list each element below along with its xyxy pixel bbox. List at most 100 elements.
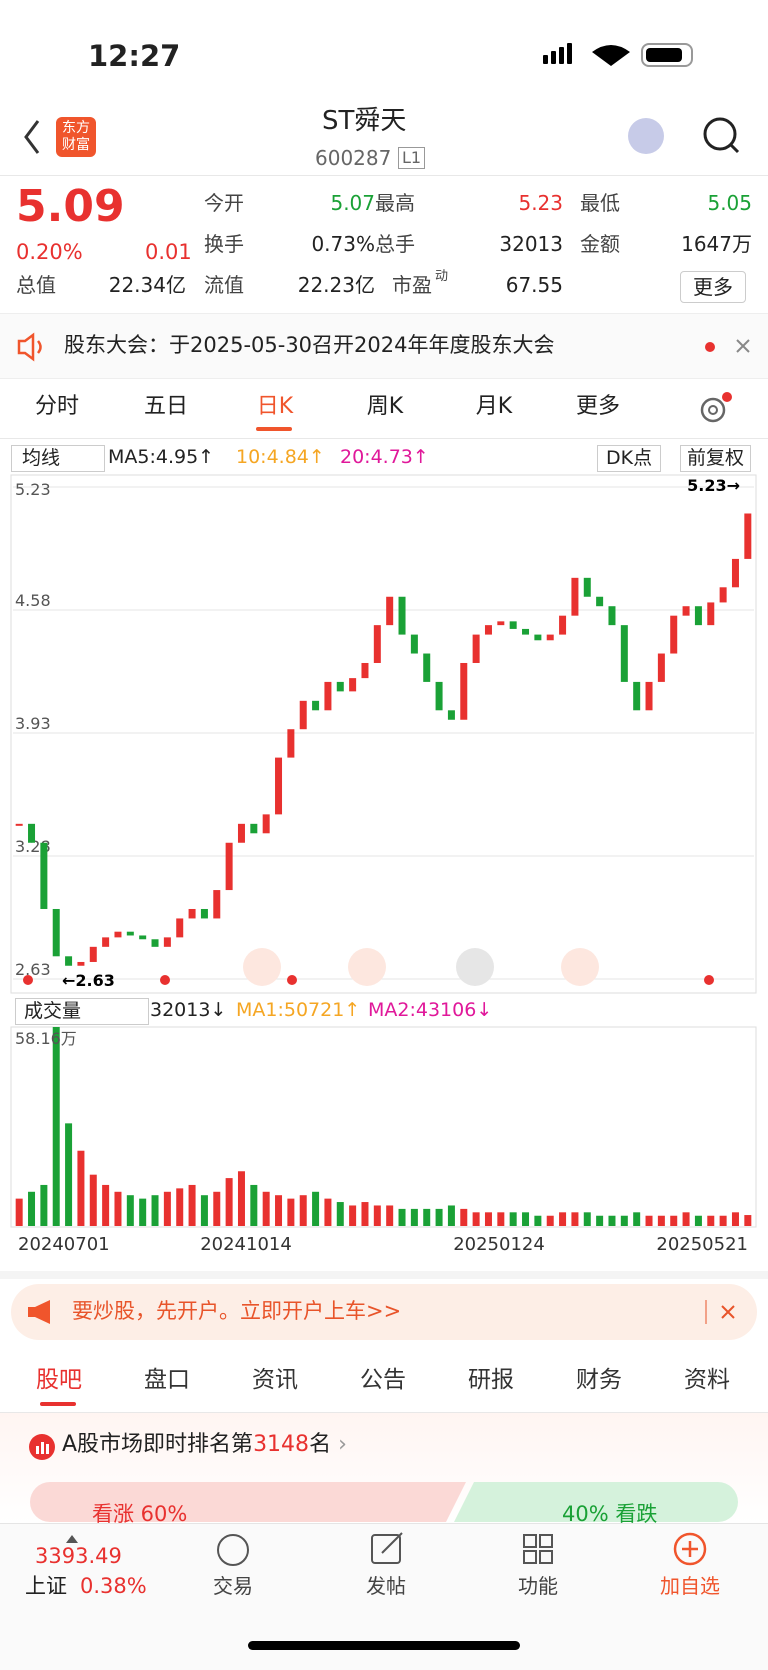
chart-tab[interactable]: 五日: [143, 394, 188, 419]
volume-bar: [15, 1198, 23, 1226]
volume-bar: [361, 1202, 369, 1226]
volume-bar: [596, 1215, 604, 1226]
chart-tab[interactable]: 月K: [475, 394, 513, 419]
candle: [373, 625, 381, 663]
notice: 股东大会：于2025-05-30召开2024年年度股东大会: [64, 333, 555, 357]
candle: [670, 615, 678, 654]
nav-item[interactable]: 加自选: [660, 1574, 720, 1598]
volume-bar: [28, 1191, 36, 1226]
candle: [114, 931, 122, 938]
nav-item[interactable]: 功能: [518, 1574, 558, 1598]
notice-close[interactable]: [700, 335, 760, 359]
nav-item[interactable]: 交易: [213, 1574, 253, 1598]
volume-bar: [633, 1212, 641, 1226]
back-and-logo[interactable]: [20, 115, 100, 160]
date-label: 20240701: [18, 1234, 110, 1255]
candle: [645, 681, 653, 711]
event-dot: [160, 975, 170, 985]
event-dot: [287, 975, 297, 985]
section-underline: [40, 1402, 76, 1406]
ad-banner[interactable]: [11, 1284, 757, 1340]
volume-bar: [312, 1191, 320, 1226]
sentiment-bar: [30, 1482, 738, 1522]
event-dot: [23, 975, 33, 985]
volume-bar: [52, 1027, 60, 1226]
volume-bar: [275, 1195, 283, 1226]
volume-bar: [250, 1184, 258, 1226]
index-value[interactable]: 3393.49: [35, 1544, 122, 1568]
candle: [583, 577, 591, 597]
header-icons[interactable]: [620, 110, 760, 160]
chart-tab[interactable]: 分时: [34, 394, 79, 419]
index-pct: 0.38%: [80, 1574, 147, 1598]
volume-bar: [731, 1212, 739, 1226]
candle: [28, 823, 36, 843]
volume-bar: [151, 1195, 159, 1226]
section-tab[interactable]: 财务: [576, 1367, 622, 1393]
volume-bar: [657, 1215, 665, 1226]
volume-bar: [423, 1208, 431, 1226]
more-button[interactable]: 更多: [680, 271, 746, 303]
volume-bar: [682, 1212, 690, 1226]
candle: [534, 634, 542, 641]
volume-bar: [398, 1208, 406, 1226]
dk-button[interactable]: DK点: [597, 445, 662, 472]
volume-bar: [670, 1215, 678, 1226]
candle: [484, 625, 492, 635]
volume-bar: [299, 1195, 307, 1226]
section-tab[interactable]: 公告: [360, 1367, 406, 1393]
stock-code: 600287: [315, 146, 392, 170]
ad-close[interactable]: [700, 1298, 750, 1326]
status-icons: [543, 43, 693, 67]
settings-icon[interactable]: [695, 392, 745, 428]
chart-tab[interactable]: 日K: [256, 394, 294, 419]
ma-selector[interactable]: 均线: [11, 445, 105, 472]
section-tab[interactable]: 资料: [684, 1367, 730, 1393]
section-tab[interactable]: 股吧: [36, 1367, 82, 1393]
candle: [522, 628, 530, 635]
candle: [225, 842, 233, 891]
logo: 东方财富: [62, 120, 90, 153]
candle: [40, 842, 48, 909]
chart-tab[interactable]: 周K: [366, 394, 404, 419]
ad-text: 要炒股，先开户。立即开户上车>>: [72, 1299, 402, 1323]
ma5: MA5:4.95↑: [108, 446, 215, 468]
chart-tab[interactable]: 更多: [575, 394, 620, 419]
time: 12:27: [88, 39, 181, 73]
volume-selector[interactable]: 成交量: [15, 998, 149, 1025]
section-tab[interactable]: 盘口: [144, 1367, 190, 1393]
volume-bar: [386, 1205, 394, 1226]
price-frame: [10, 474, 757, 994]
price: 5.09: [16, 181, 125, 232]
volume-bar: [139, 1198, 147, 1226]
nav-item[interactable]: 发帖: [366, 1574, 406, 1598]
volume-bar: [163, 1191, 171, 1226]
volume-bar: [546, 1215, 554, 1226]
candle: [608, 606, 616, 626]
field-value: 5.05: [707, 191, 752, 215]
section-tab[interactable]: 资讯: [252, 1367, 298, 1393]
chart-control: [348, 948, 386, 986]
notice-bar[interactable]: [0, 313, 768, 379]
stock-name: ST舜天: [322, 106, 407, 136]
volume-top-label: 58.16万: [15, 1029, 77, 1048]
y-tick-label: 3.93: [15, 714, 51, 733]
volume-frame: [10, 1026, 757, 1228]
candle: [571, 577, 579, 616]
volume-now: 32013↓: [150, 999, 227, 1021]
adjust-button[interactable]: 前复权: [680, 445, 752, 472]
candle: [188, 908, 196, 919]
ranking[interactable]: A股市场即时排名第3148名 ›: [62, 1432, 347, 1457]
section-tab[interactable]: 研报: [468, 1367, 514, 1393]
candle: [324, 681, 332, 711]
candle: [349, 678, 357, 692]
candle: [546, 634, 554, 641]
volume-bar: [410, 1208, 418, 1226]
volume-bar: [65, 1123, 73, 1226]
candle: [336, 681, 344, 692]
candle: [275, 757, 283, 815]
candle: [398, 596, 406, 635]
volume-bar: [126, 1195, 134, 1226]
